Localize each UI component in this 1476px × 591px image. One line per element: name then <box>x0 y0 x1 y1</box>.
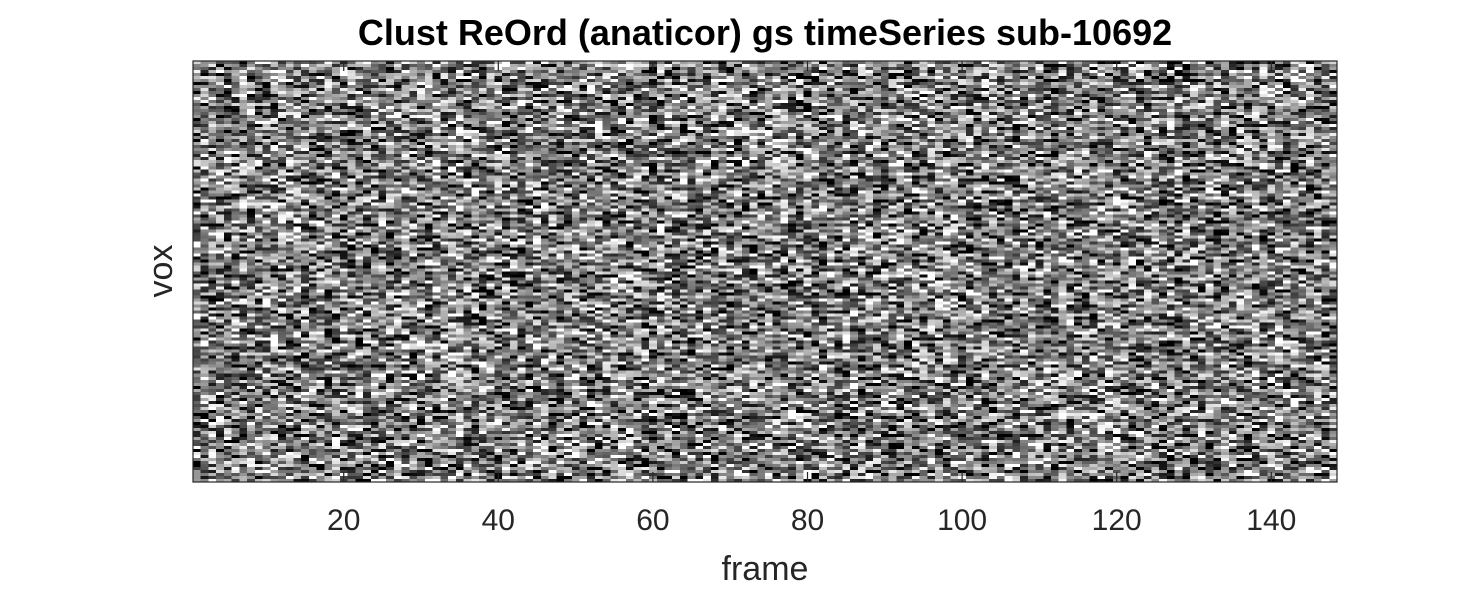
chart-title: Clust ReOrd (anaticor) gs timeSeries sub… <box>358 12 1172 53</box>
x-tick-label: 40 <box>482 504 515 537</box>
x-tick-label: 120 <box>1092 504 1142 537</box>
x-tick-label: 140 <box>1246 504 1296 537</box>
heatmap-raster <box>193 61 1337 482</box>
x-tick-label: 80 <box>791 504 824 537</box>
heatmap-image <box>193 61 1337 482</box>
x-axis-label: frame <box>722 550 809 588</box>
plot-frame <box>192 60 1338 483</box>
x-tick-label: 100 <box>937 504 987 537</box>
x-tick-label: 60 <box>636 504 669 537</box>
x-axis-ticks: 20 40 60 80 100 120 140 <box>327 61 1296 537</box>
x-tick-label: 20 <box>327 504 360 537</box>
y-axis-label: vox <box>142 245 180 298</box>
